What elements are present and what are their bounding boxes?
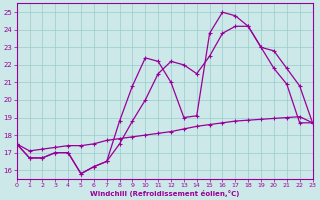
X-axis label: Windchill (Refroidissement éolien,°C): Windchill (Refroidissement éolien,°C)	[90, 190, 239, 197]
